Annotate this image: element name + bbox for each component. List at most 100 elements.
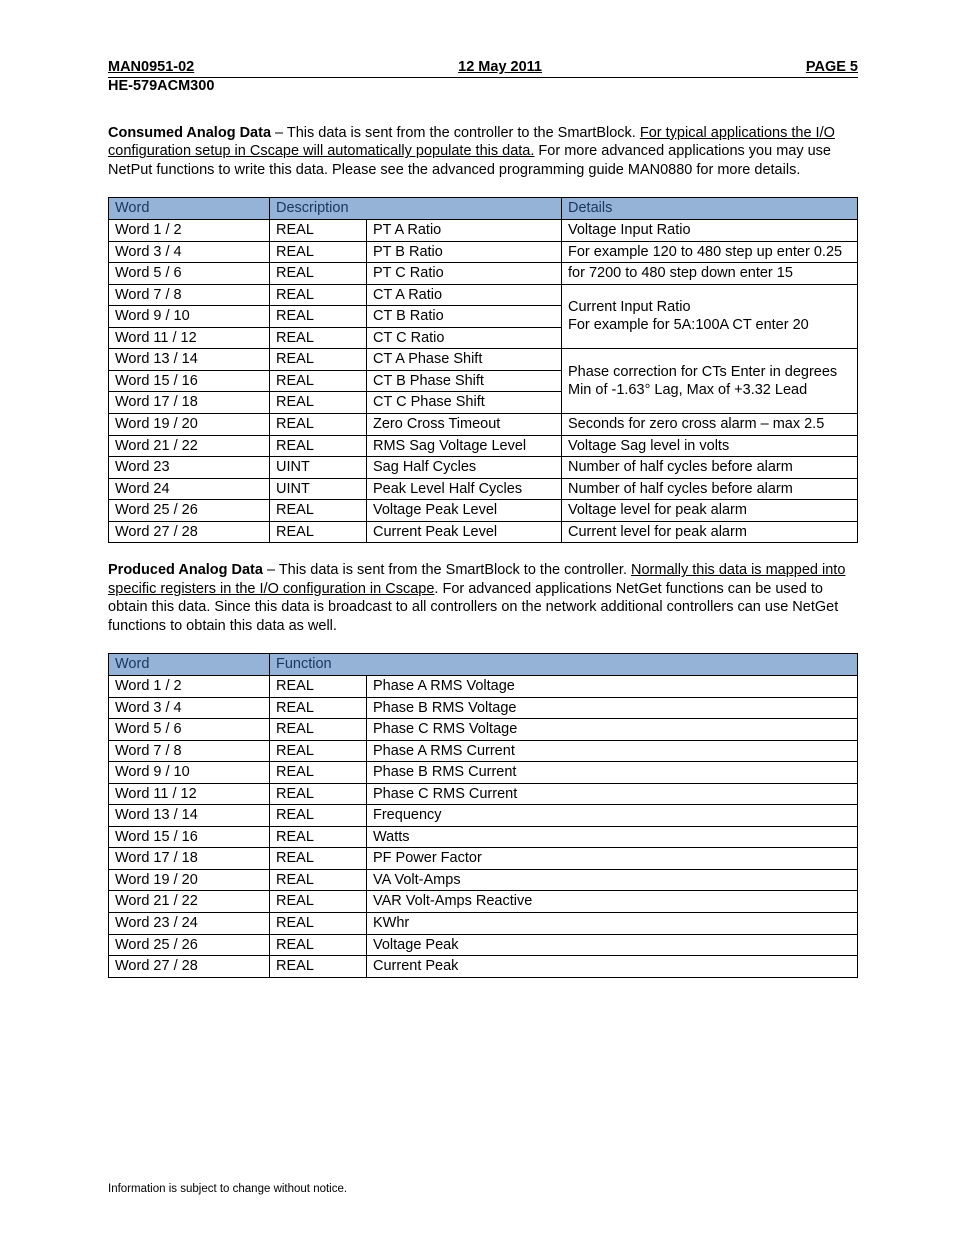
- table-row: Word 1 / 2REALPhase A RMS Voltage: [109, 675, 858, 697]
- cell-word: Word 24: [109, 478, 270, 500]
- doc-id: MAN0951-02: [108, 58, 194, 77]
- cell-type: REAL: [270, 719, 367, 741]
- table-row: Word 27 / 28REALCurrent Peak: [109, 956, 858, 978]
- model-number: HE-579ACM300: [108, 78, 858, 94]
- cell-description: CT A Ratio: [367, 284, 562, 306]
- cell-description: Current Peak Level: [367, 521, 562, 543]
- cell-word: Word 7 / 8: [109, 284, 270, 306]
- cell-type: REAL: [270, 762, 367, 784]
- cell-word: Word 9 / 10: [109, 306, 270, 328]
- cell-details: Current level for peak alarm: [562, 521, 858, 543]
- table-row: Word 1 / 2REALPT A RatioVoltage Input Ra…: [109, 220, 858, 242]
- cell-details: Voltage level for peak alarm: [562, 500, 858, 522]
- table-row: Word 3 / 4REALPT B RatioFor example 120 …: [109, 241, 858, 263]
- table-row: Word 13 / 14REALCT A Phase ShiftPhase co…: [109, 349, 858, 371]
- cell-function: PF Power Factor: [367, 848, 858, 870]
- table-row: Word 27 / 28REALCurrent Peak LevelCurren…: [109, 521, 858, 543]
- cell-function: Phase B RMS Voltage: [367, 697, 858, 719]
- section1-body1: – This data is sent from the controller …: [271, 125, 640, 141]
- cell-function: VA Volt-Amps: [367, 869, 858, 891]
- cell-description: CT C Ratio: [367, 327, 562, 349]
- cell-function: Phase A RMS Current: [367, 740, 858, 762]
- cell-type: REAL: [270, 241, 367, 263]
- cell-word: Word 17 / 18: [109, 392, 270, 414]
- cell-type: REAL: [270, 934, 367, 956]
- cell-word: Word 21 / 22: [109, 891, 270, 913]
- section2-title: Produced Analog Data: [108, 562, 263, 578]
- cell-word: Word 3 / 4: [109, 697, 270, 719]
- cell-word: Word 11 / 12: [109, 783, 270, 805]
- cell-function: Phase C RMS Voltage: [367, 719, 858, 741]
- cell-description: CT A Phase Shift: [367, 349, 562, 371]
- cell-word: Word 11 / 12: [109, 327, 270, 349]
- cell-word: Word 19 / 20: [109, 413, 270, 435]
- cell-details: Current Input RatioFor example for 5A:10…: [562, 284, 858, 349]
- cell-type: UINT: [270, 457, 367, 479]
- table-row: Word 25 / 26REALVoltage Peak LevelVoltag…: [109, 500, 858, 522]
- cell-description: CT B Ratio: [367, 306, 562, 328]
- cell-word: Word 21 / 22: [109, 435, 270, 457]
- cell-function: Voltage Peak: [367, 934, 858, 956]
- cell-type: REAL: [270, 912, 367, 934]
- cell-description: Peak Level Half Cycles: [367, 478, 562, 500]
- table-row: Word 7 / 8REALCT A RatioCurrent Input Ra…: [109, 284, 858, 306]
- cell-word: Word 7 / 8: [109, 740, 270, 762]
- doc-date: 12 May 2011: [458, 58, 542, 77]
- cell-function: Watts: [367, 826, 858, 848]
- table-row: Word 19 / 20REALVA Volt-Amps: [109, 869, 858, 891]
- cell-type: REAL: [270, 500, 367, 522]
- cell-word: Word 5 / 6: [109, 263, 270, 285]
- cell-word: Word 17 / 18: [109, 848, 270, 870]
- table-row: Word 13 / 14REALFrequency: [109, 805, 858, 827]
- produced-analog-paragraph: Produced Analog Data – This data is sent…: [108, 561, 858, 635]
- cell-word: Word 15 / 16: [109, 370, 270, 392]
- cell-details: Number of half cycles before alarm: [562, 457, 858, 479]
- cell-word: Word 9 / 10: [109, 762, 270, 784]
- cell-function: VAR Volt-Amps Reactive: [367, 891, 858, 913]
- cell-function: Phase B RMS Current: [367, 762, 858, 784]
- table-row: Word 19 / 20REALZero Cross TimeoutSecond…: [109, 413, 858, 435]
- cell-details: Voltage Input Ratio: [562, 220, 858, 242]
- cell-word: Word 25 / 26: [109, 934, 270, 956]
- cell-function: Frequency: [367, 805, 858, 827]
- table-header-row: Word Description Details: [109, 198, 858, 220]
- cell-description: Voltage Peak Level: [367, 500, 562, 522]
- col-header-function: Function: [270, 654, 858, 676]
- cell-word: Word 27 / 28: [109, 956, 270, 978]
- cell-details: for 7200 to 480 step down enter 15: [562, 263, 858, 285]
- cell-type: REAL: [270, 521, 367, 543]
- table-row: Word 25 / 26REALVoltage Peak: [109, 934, 858, 956]
- cell-type: UINT: [270, 478, 367, 500]
- cell-details: Number of half cycles before alarm: [562, 478, 858, 500]
- table-row: Word 3 / 4REALPhase B RMS Voltage: [109, 697, 858, 719]
- section1-title: Consumed Analog Data: [108, 125, 271, 141]
- cell-word: Word 23 / 24: [109, 912, 270, 934]
- cell-description: PT B Ratio: [367, 241, 562, 263]
- table-row: Word 7 / 8REALPhase A RMS Current: [109, 740, 858, 762]
- cell-description: CT C Phase Shift: [367, 392, 562, 414]
- page-header: MAN0951-02 12 May 2011 PAGE 5: [108, 58, 858, 78]
- table-row: Word 15 / 16REALWatts: [109, 826, 858, 848]
- document-page: MAN0951-02 12 May 2011 PAGE 5 HE-579ACM3…: [0, 0, 954, 1235]
- cell-type: REAL: [270, 697, 367, 719]
- col-header-word: Word: [109, 654, 270, 676]
- cell-type: REAL: [270, 675, 367, 697]
- cell-type: REAL: [270, 370, 367, 392]
- cell-function: Phase A RMS Voltage: [367, 675, 858, 697]
- cell-word: Word 1 / 2: [109, 675, 270, 697]
- consumed-analog-paragraph: Consumed Analog Data – This data is sent…: [108, 124, 858, 180]
- table-row: Word 23 / 24REALKWhr: [109, 912, 858, 934]
- cell-word: Word 15 / 16: [109, 826, 270, 848]
- cell-description: PT A Ratio: [367, 220, 562, 242]
- table-row: Word 21 / 22REALVAR Volt-Amps Reactive: [109, 891, 858, 913]
- table-row: Word 23UINTSag Half CyclesNumber of half…: [109, 457, 858, 479]
- cell-type: REAL: [270, 263, 367, 285]
- table-row: Word 5 / 6REALPT C Ratiofor 7200 to 480 …: [109, 263, 858, 285]
- cell-word: Word 13 / 14: [109, 349, 270, 371]
- table-row: Word 17 / 18REALPF Power Factor: [109, 848, 858, 870]
- cell-type: REAL: [270, 740, 367, 762]
- cell-word: Word 3 / 4: [109, 241, 270, 263]
- cell-type: REAL: [270, 306, 367, 328]
- cell-type: REAL: [270, 435, 367, 457]
- cell-type: REAL: [270, 848, 367, 870]
